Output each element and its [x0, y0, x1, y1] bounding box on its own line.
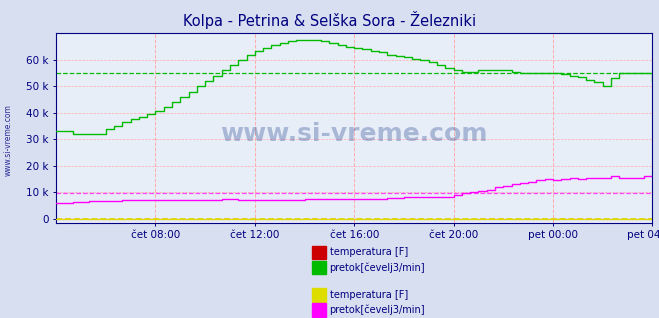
Text: pretok[čevelj3/min]: pretok[čevelj3/min] — [330, 305, 425, 315]
Text: temperatura [F]: temperatura [F] — [330, 290, 408, 300]
Text: www.si-vreme.com: www.si-vreme.com — [3, 104, 13, 176]
Text: Kolpa - Petrina & Selška Sora - Železniki: Kolpa - Petrina & Selška Sora - Železnik… — [183, 11, 476, 29]
Text: temperatura [F]: temperatura [F] — [330, 247, 408, 258]
Text: www.si-vreme.com: www.si-vreme.com — [221, 122, 488, 146]
Text: pretok[čevelj3/min]: pretok[čevelj3/min] — [330, 262, 425, 273]
